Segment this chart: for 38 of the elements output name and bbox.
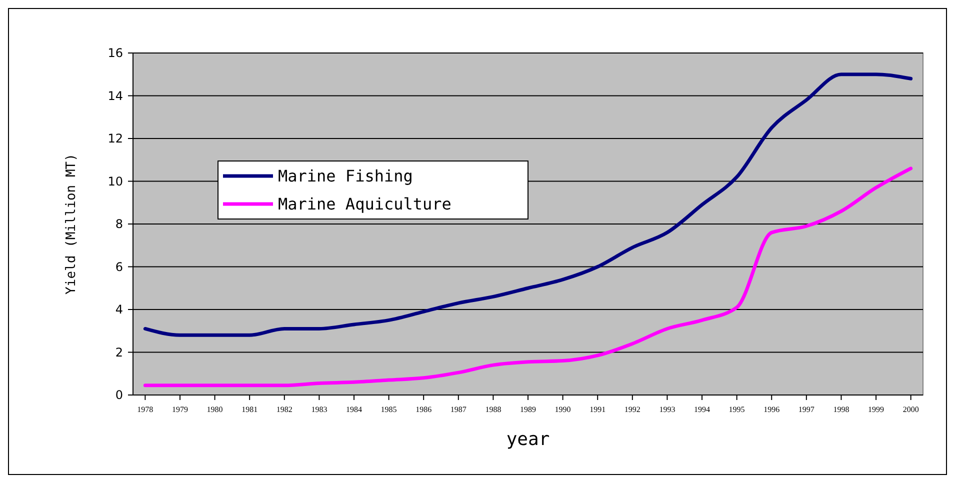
x-tick-label: 1987 <box>450 405 466 414</box>
line-series <box>143 72 913 337</box>
x-tick-label: 1982 <box>276 405 292 414</box>
y-tick-label: 4 <box>115 302 123 317</box>
y-axis-title: Yield (Million MT) <box>64 154 79 294</box>
x-tick-label: 1994 <box>694 405 710 414</box>
x-tick-label: 1985 <box>380 405 397 414</box>
y-tick-label: 0 <box>115 388 123 402</box>
y-tick-label: 16 <box>108 46 123 60</box>
x-tick-label: 1978 <box>137 405 154 414</box>
x-tick-label: 1993 <box>659 405 676 414</box>
x-axis-title: year <box>506 429 550 450</box>
y-tick-label: 10 <box>108 174 123 188</box>
x-tick-label: 1989 <box>520 405 536 414</box>
x-tick-label: 1979 <box>172 405 188 414</box>
x-tick-label: 1997 <box>798 405 814 414</box>
y-tick-label: 12 <box>108 132 123 146</box>
x-tick-label: 1980 <box>206 405 223 414</box>
x-tick-label: 1991 <box>590 405 606 414</box>
x-tick-label: 1995 <box>728 405 745 414</box>
x-tick-label: 1998 <box>833 405 850 414</box>
y-tick-label: 6 <box>115 260 123 274</box>
line-series <box>143 166 913 388</box>
x-tick-label: 1992 <box>624 405 640 414</box>
legend-label: Marine Fishing <box>278 166 413 186</box>
x-tick-label: 1996 <box>764 405 780 414</box>
x-tick-label: 1990 <box>554 405 571 414</box>
y-tick-label: 14 <box>108 88 123 103</box>
legend-label: Marine Aquiculture <box>278 194 452 214</box>
x-tick-label: 1984 <box>346 405 362 414</box>
x-tick-label: 1986 <box>416 405 432 414</box>
x-tick-label: 1983 <box>311 405 328 414</box>
y-tick-label: 8 <box>115 217 123 232</box>
y-tick-label: 2 <box>115 345 123 360</box>
x-tick-label: 1988 <box>485 405 502 414</box>
x-tick-label: 2000 <box>902 405 919 414</box>
x-tick-label: 1981 <box>242 405 258 414</box>
x-tick-label: 1999 <box>868 405 884 414</box>
